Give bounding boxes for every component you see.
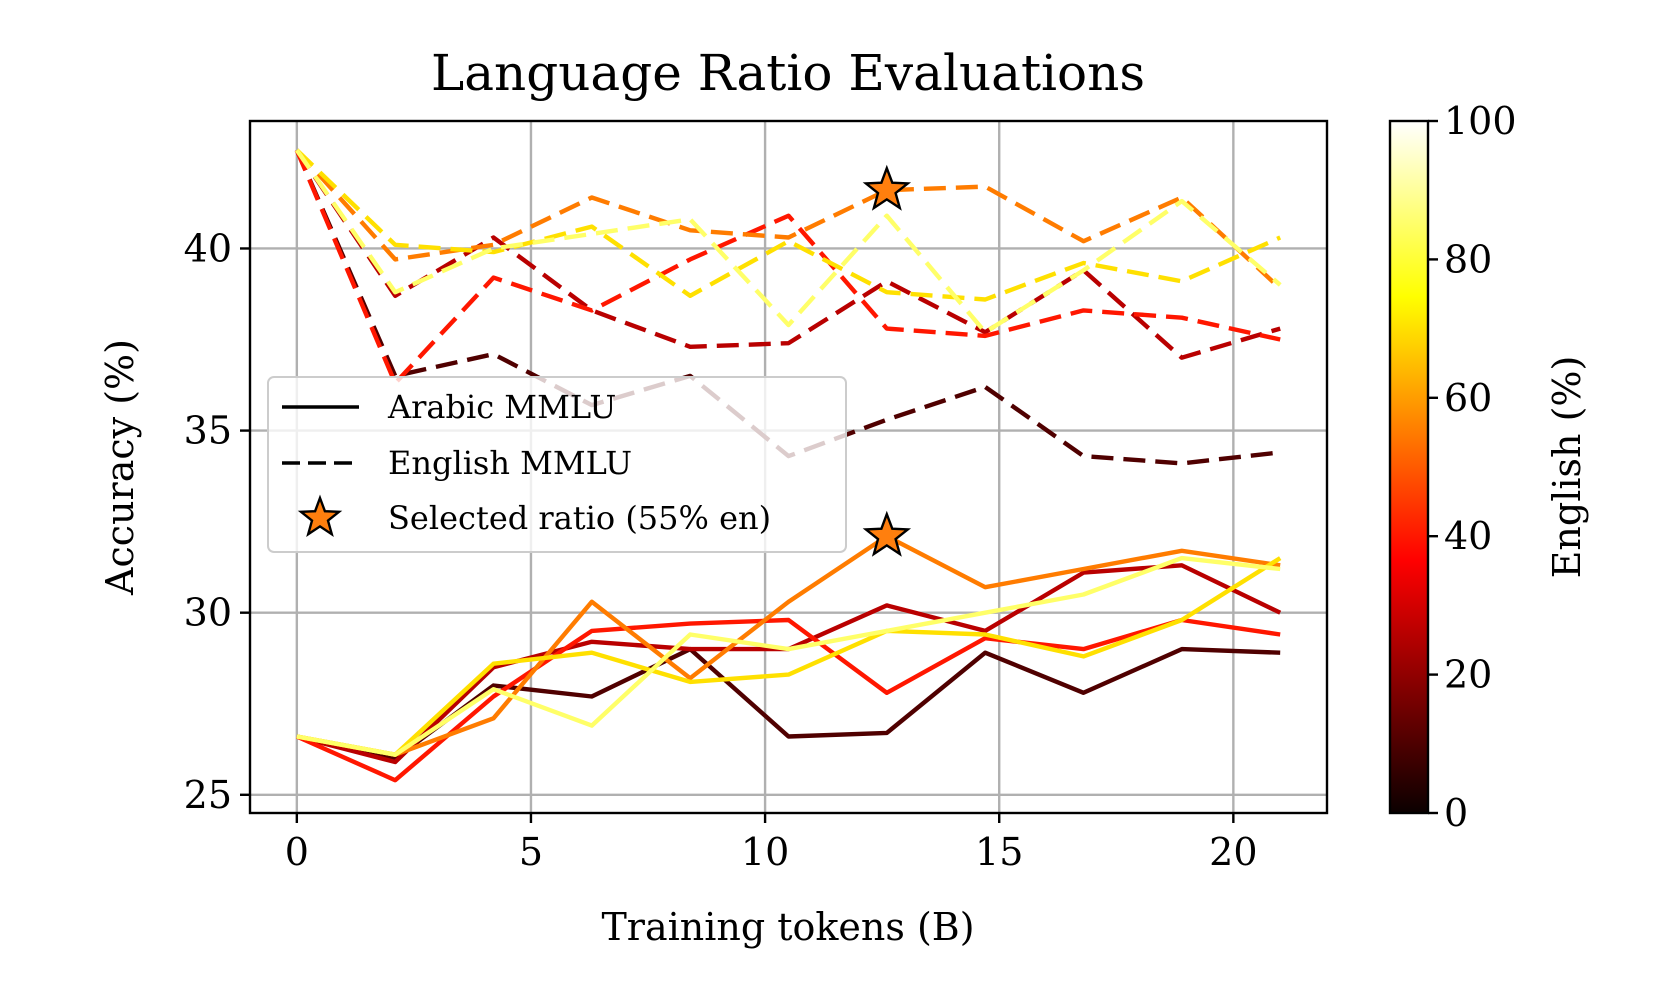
colorbar-gradient xyxy=(1390,121,1428,813)
y-axis-label: Accuracy (%) xyxy=(98,339,142,596)
colorbar-tick-label: 80 xyxy=(1444,237,1492,281)
colorbar-label: English (%) xyxy=(1545,356,1589,579)
legend: Arabic MMLU English MMLU Selected ratio … xyxy=(268,377,846,552)
y-tick-label: 40 xyxy=(184,226,232,270)
y-tick-label: 30 xyxy=(184,591,232,635)
y-ticks: 25 30 35 40 xyxy=(184,226,250,816)
chart-title: Language Ratio Evaluations xyxy=(431,44,1145,102)
y-tick-label: 25 xyxy=(184,773,232,817)
y-tick-label: 35 xyxy=(184,409,232,453)
x-tick-label: 5 xyxy=(519,830,543,874)
colorbar-tick-label: 100 xyxy=(1444,99,1517,143)
colorbar-tick-label: 20 xyxy=(1444,653,1492,697)
colorbar-ticks: 0 20 40 60 80 100 xyxy=(1428,99,1517,835)
colorbar-tick-label: 0 xyxy=(1444,791,1468,835)
x-ticks: 0 5 10 15 20 xyxy=(285,813,1258,874)
x-tick-label: 10 xyxy=(741,830,789,874)
legend-label-english: English MMLU xyxy=(388,444,632,482)
x-tick-label: 15 xyxy=(975,830,1023,874)
legend-label-selected: Selected ratio (55% en) xyxy=(388,499,771,537)
colorbar-tick-label: 40 xyxy=(1444,514,1492,558)
x-tick-label: 0 xyxy=(285,830,309,874)
x-axis-label: Training tokens (B) xyxy=(601,905,974,949)
legend-label-arabic: Arabic MMLU xyxy=(387,388,616,426)
x-tick-label: 20 xyxy=(1209,830,1257,874)
colorbar-tick-label: 60 xyxy=(1444,376,1492,420)
colorbar: 0 20 40 60 80 100 English (%) xyxy=(1390,99,1589,835)
